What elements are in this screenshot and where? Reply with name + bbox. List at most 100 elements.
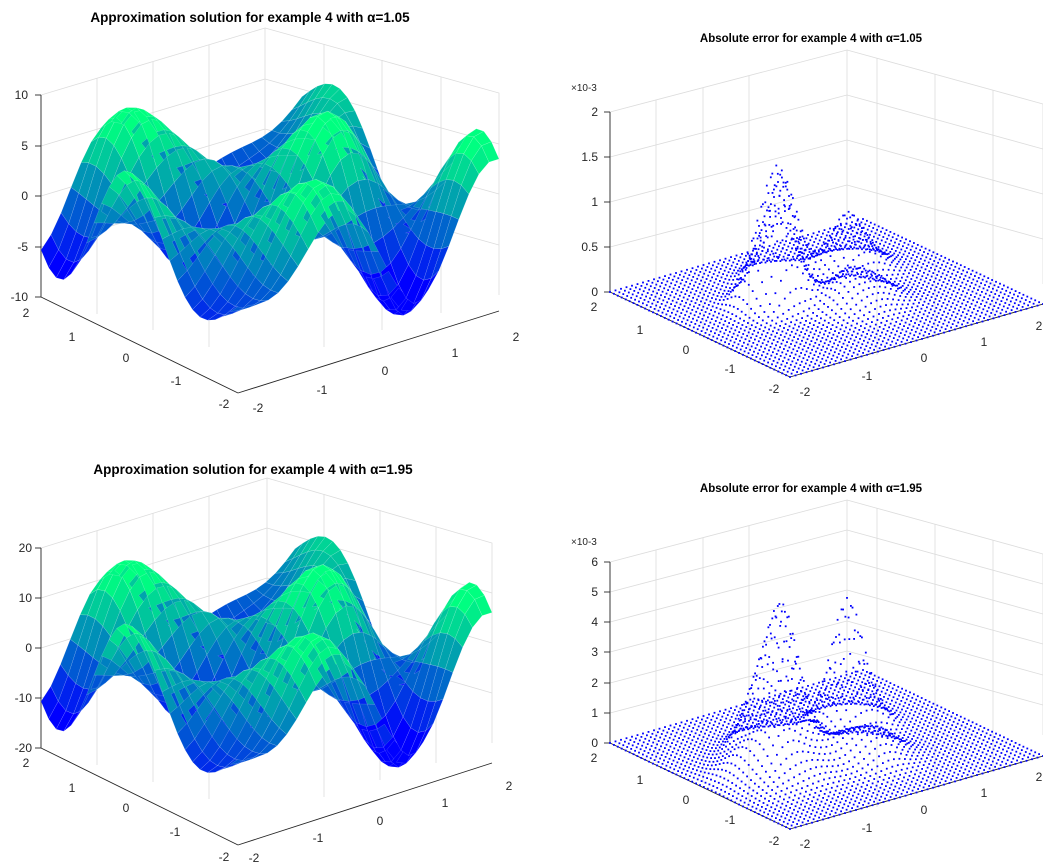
scatter-point <box>982 308 985 311</box>
scatter-point <box>695 269 698 271</box>
scatter-point <box>673 317 676 319</box>
scatter-point <box>864 269 867 272</box>
scatter-point <box>785 757 788 760</box>
scatter-point <box>894 751 897 754</box>
scatter-point <box>775 164 778 167</box>
scatter-point <box>728 710 731 713</box>
scatter-point <box>721 327 723 329</box>
scatter-point <box>955 274 957 277</box>
scatter-point <box>630 748 633 750</box>
scatter-point <box>701 267 703 270</box>
scatter-point <box>842 229 845 232</box>
scatter-point <box>977 318 980 321</box>
scatter-point <box>875 784 878 787</box>
scatter-point <box>976 301 978 304</box>
scatter-point <box>744 274 746 277</box>
scatter-point <box>803 366 806 368</box>
scatter-point <box>969 306 971 309</box>
scatter-point <box>698 774 701 777</box>
scatter-point <box>915 309 917 311</box>
scatter-point <box>704 781 707 784</box>
scatter-point <box>860 334 863 337</box>
scatter-point <box>783 640 785 643</box>
scatter-point <box>792 799 795 801</box>
scatter-point <box>691 718 694 721</box>
scatter-point <box>819 790 822 792</box>
scatter-point <box>939 267 942 269</box>
scatter-point <box>746 251 749 254</box>
scatter-point <box>748 720 750 722</box>
scatter-point <box>800 352 802 354</box>
scatter-point <box>823 229 826 231</box>
scatter-point <box>915 288 917 291</box>
scatter-point <box>827 306 829 308</box>
scatter-point <box>808 793 811 796</box>
scatter-point <box>785 240 787 243</box>
scatter-point <box>791 237 793 240</box>
scatter-point <box>789 229 792 232</box>
scatter-point <box>800 251 803 254</box>
scatter-point <box>875 277 878 279</box>
scatter-point <box>867 287 870 289</box>
scatter-point <box>645 755 648 758</box>
scatter-point <box>873 348 875 351</box>
scatter-point <box>685 753 687 755</box>
scatter-point <box>715 328 718 331</box>
scatter-point <box>765 184 768 187</box>
scatter-point <box>705 749 708 751</box>
panel-3-ztick: 0 <box>25 641 32 655</box>
scatter-point <box>858 223 861 226</box>
scatter-point <box>808 334 810 337</box>
scatter-point <box>913 250 916 253</box>
scatter-point <box>665 743 668 746</box>
scatter-point <box>745 261 748 264</box>
scatter-point <box>849 328 851 331</box>
scatter-point <box>918 324 920 326</box>
scatter-point <box>927 261 930 264</box>
scatter-point <box>875 275 877 278</box>
surface-patch <box>291 90 310 110</box>
scatter-point <box>777 256 780 258</box>
scatter-point <box>944 328 947 330</box>
scatter-point <box>800 287 803 289</box>
scatter-point <box>664 756 667 758</box>
scatter-point <box>691 309 694 311</box>
scatter-point <box>789 633 792 635</box>
scatter-point <box>739 327 742 330</box>
scatter-point <box>772 224 775 227</box>
scatter-point <box>820 726 822 729</box>
scatter-point <box>824 330 827 332</box>
scatter-point <box>780 790 783 792</box>
scatter-point <box>785 227 788 229</box>
scatter-point <box>817 807 820 810</box>
scatter-point <box>745 797 748 800</box>
scatter-point <box>923 322 926 325</box>
scatter-point <box>769 176 772 179</box>
scatter-point <box>935 779 938 782</box>
scatter-point <box>743 739 745 742</box>
scatter-point <box>694 281 697 284</box>
scatter-point <box>763 338 766 341</box>
panel-2-ztick: 0.5 <box>581 240 598 254</box>
scatter-point <box>741 261 744 264</box>
panel-3-title: Approximation solution for example 4 wit… <box>93 462 413 477</box>
scatter-point <box>691 329 694 332</box>
scatter-point <box>727 735 730 738</box>
scatter-point <box>972 278 975 281</box>
scatter-point <box>784 205 786 208</box>
scatter-point <box>781 658 784 660</box>
scatter-point <box>958 288 960 291</box>
scatter-point <box>664 735 667 737</box>
scatter-point <box>886 298 889 300</box>
scatter-point <box>753 718 756 721</box>
scatter-point <box>833 793 835 796</box>
scatter-point <box>955 295 957 298</box>
scatter-point <box>735 315 738 318</box>
scatter-point <box>946 303 949 306</box>
scatter-point <box>843 725 846 728</box>
scatter-point <box>849 730 852 733</box>
scatter-point <box>758 328 761 330</box>
scatter-point <box>981 320 984 323</box>
scatter-point <box>756 219 759 222</box>
scatter-point <box>754 312 756 315</box>
